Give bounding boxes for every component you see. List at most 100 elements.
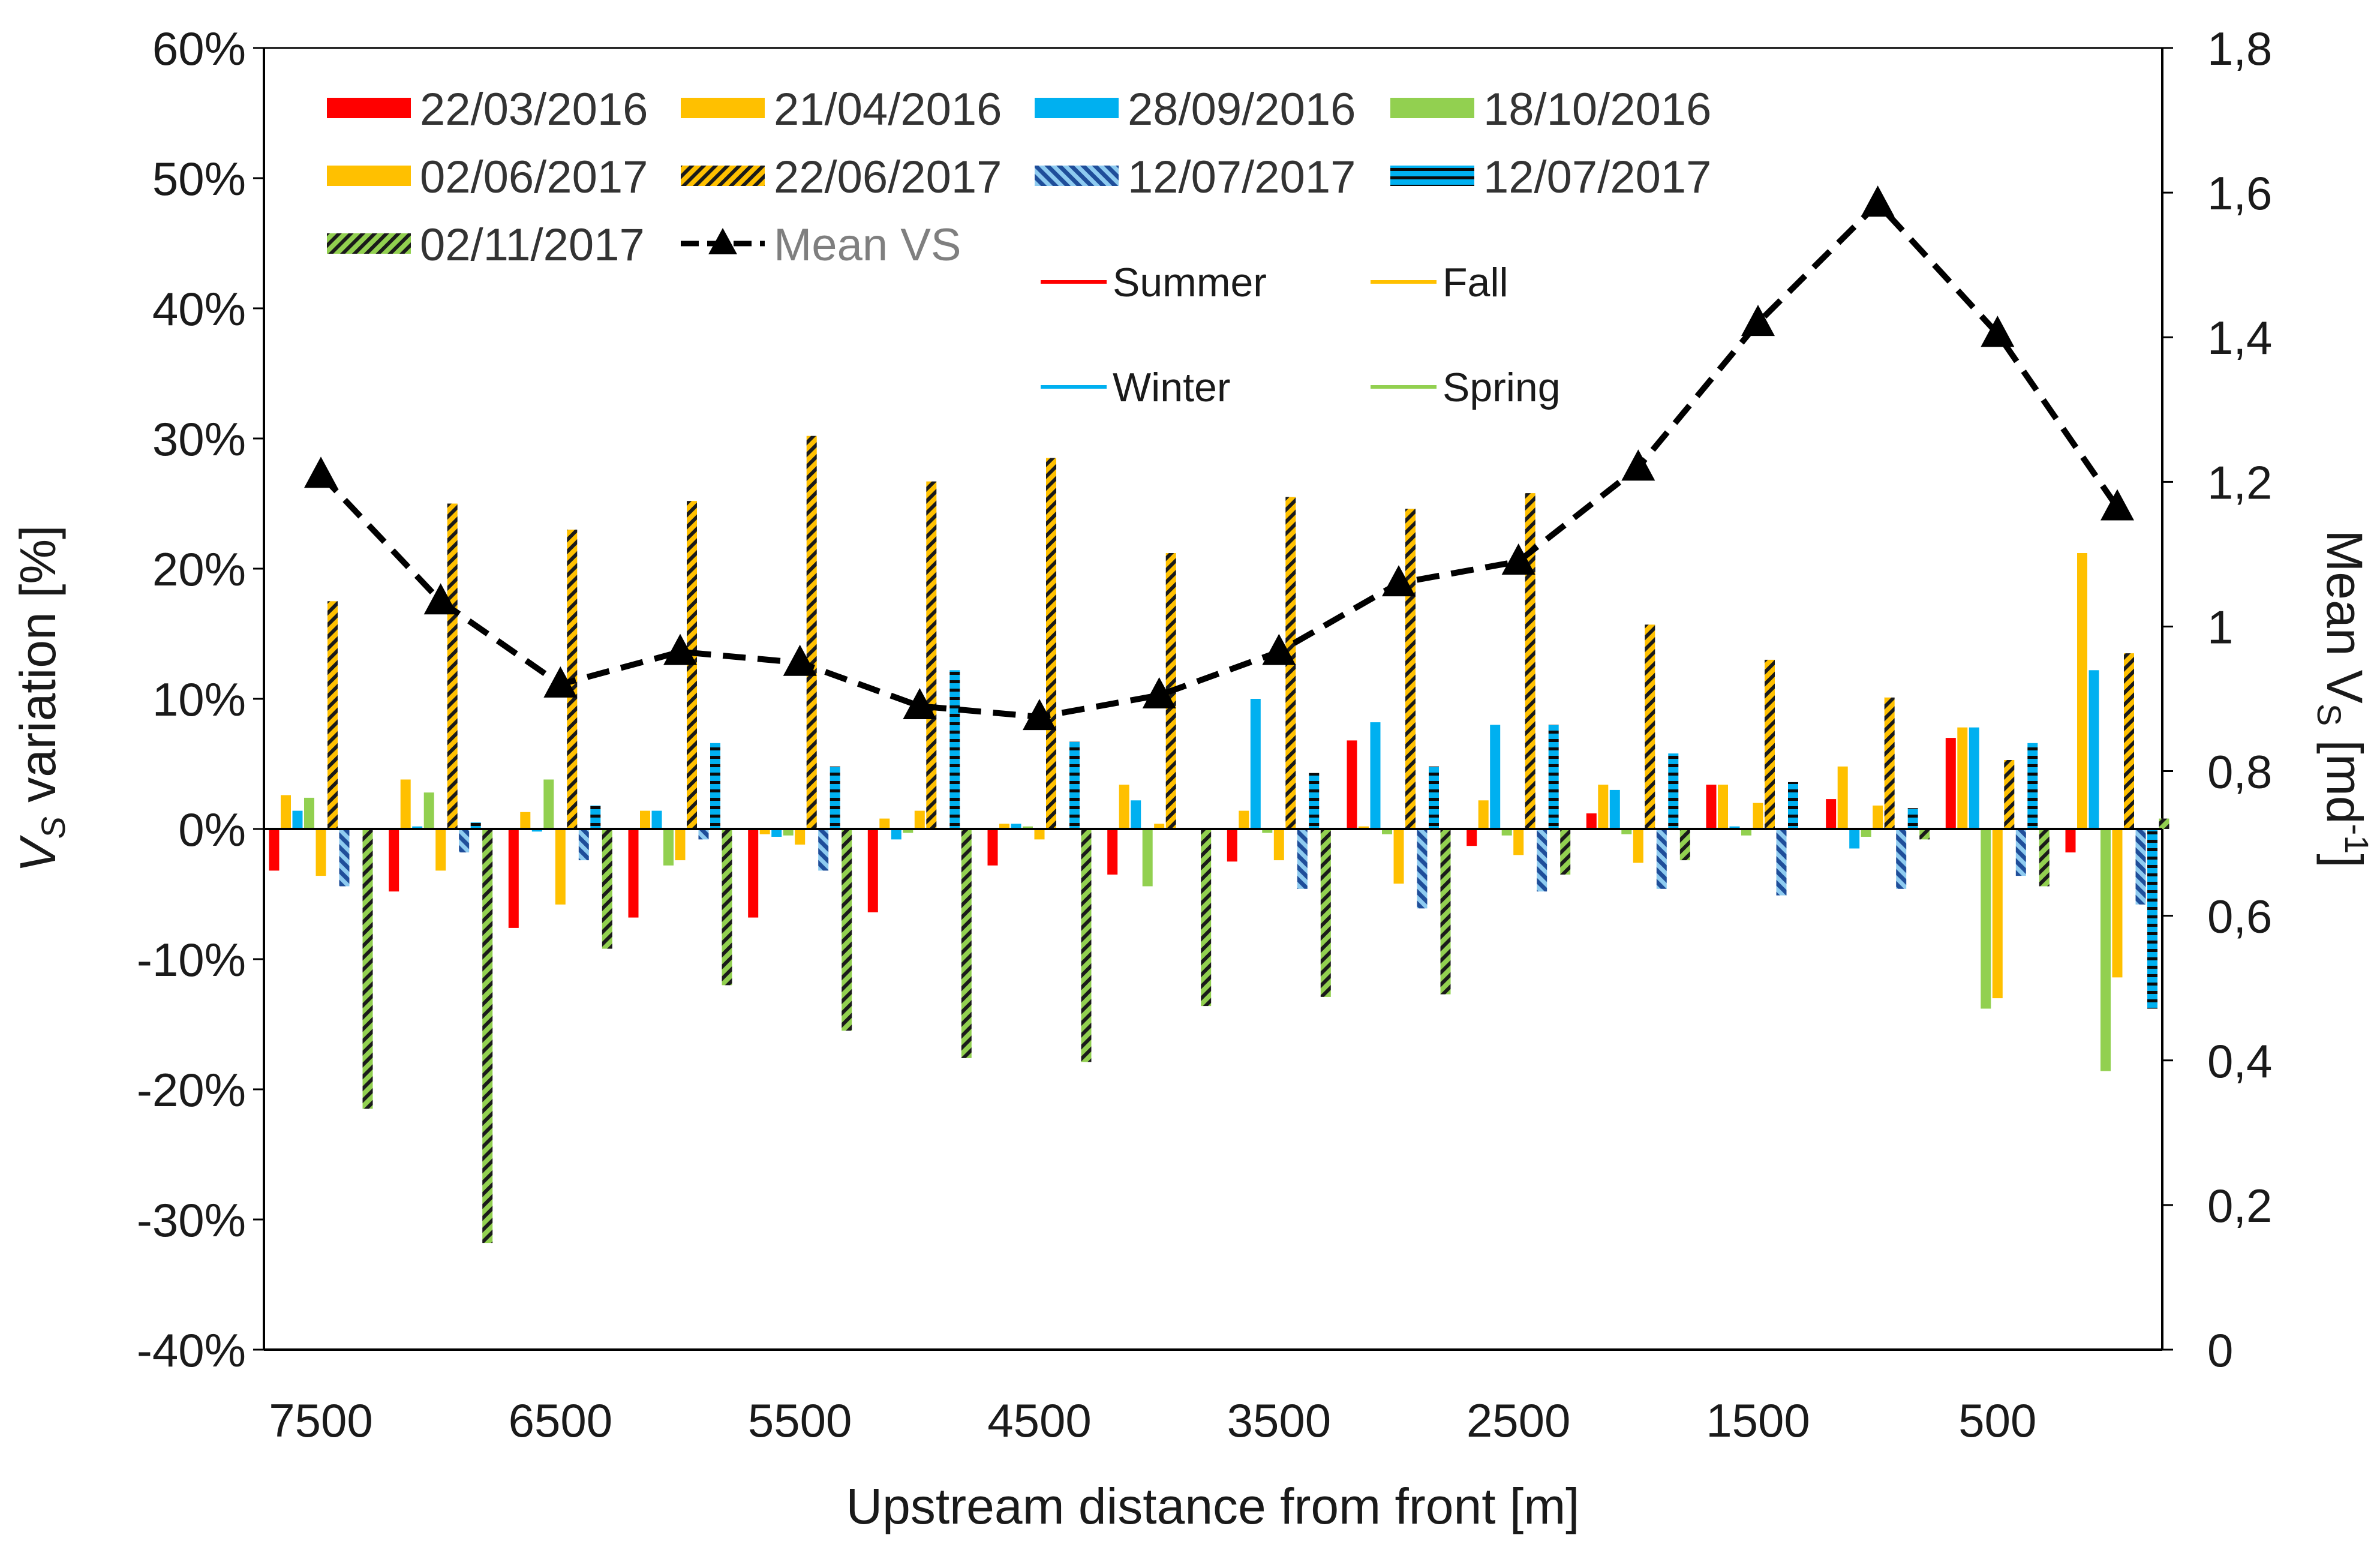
bar-02-11-2017-0 [2159,818,2169,829]
mean-vs-marker [1741,305,1775,337]
bar-02-11-2017-7500 [362,829,373,1109]
mean-vs-marker [903,688,937,720]
bar-02-11-2017-6500 [602,829,612,949]
bar-22-03-2016-4000 [1107,829,1118,875]
mean-vs-marker [1981,316,2015,347]
legend-label: Mean VS [774,220,961,271]
bar-21-04-2016-6500 [520,812,531,829]
x-tick-label: 4500 [987,1394,1092,1447]
legend-label: 22/06/2017 [774,152,1002,203]
bar-18-10-2016-500 [1981,829,1991,1009]
bar-12-07-2017-1000 [1907,808,1918,829]
left-tick-label: -10% [137,933,246,986]
bar-22-06-2017-7000 [447,503,458,829]
bar-22-06-2017-0 [2124,653,2134,829]
bar-22-06-2017-5000 [926,481,937,829]
bar-12-07-2017-0 [2147,829,2157,1009]
left-tick-label: 10% [152,673,246,726]
right-axis-ticks: 1,8 1,6 1,4 1,2 1 0,8 0,6 0,4 0,2 0 [2162,22,2272,1377]
mean-vs-marker [1621,449,1655,481]
bar-18-10-2016-2500 [1501,829,1512,836]
mean-vs-marker [423,583,458,615]
x-tick-label: 6500 [509,1394,613,1447]
right-tick-label: 1,2 [2207,456,2272,509]
legend-swatch [681,166,765,186]
x-axis-label: Upstream distance from front [m] [846,1478,1579,1534]
bar-21-04-2016-5500 [759,829,770,834]
bar-21-04-2016-6000 [640,810,650,829]
bar-28-09-2016-7000 [412,826,423,829]
bar-22-06-2017-3000 [1405,509,1416,829]
bar-22-06-2017-500 [2004,760,2015,829]
bar-12-07-2017-3000 [1429,766,1439,829]
bar-18-10-2016-5000 [903,829,913,833]
bar-12-07-2017-5500 [830,766,840,829]
bar-02-06-2017-3000 [1393,829,1404,884]
bar-22-03-2016-7000 [389,829,399,892]
bar-28-09-2016-5000 [891,829,901,840]
bar-18-10-2016-6000 [663,829,674,866]
x-tick-label: 7500 [269,1394,373,1447]
bar-18-10-2016-0 [2100,829,2111,1071]
bar-21-04-2016-7500 [281,795,291,829]
bar-22-03-2016-3000 [1347,740,1357,829]
legend-swatch [1390,98,1474,118]
left-axis-label: VS variation [%] [10,525,72,873]
bar-28-09-2016-3500 [1250,699,1261,829]
right-tick-label: 1 [2207,600,2233,653]
mean-vs-marker [1262,633,1296,665]
legend-swatch [327,98,411,118]
right-tick-label: 0,8 [2207,746,2272,798]
bar-12-07-2017-2000 [1656,829,1667,889]
mean-vs-marker [1382,565,1416,597]
bar-02-11-2017-4500 [1081,829,1092,1062]
bar-02-06-2017-3500 [1273,829,1284,861]
bar-22-03-2016-500 [1945,738,1956,829]
right-axis-label-sup: -1 [2338,824,2376,854]
bar-18-10-2016-1000 [1861,829,1871,837]
bar-22-03-2016-6500 [508,829,519,928]
bar-21-04-2016-4000 [1119,785,1129,829]
right-axis-label-rest: [md [2316,726,2373,824]
x-tick-label: 3500 [1227,1394,1332,1447]
bar-02-11-2017-1000 [1919,829,1930,840]
legend-label: 12/07/2017 [1128,152,1356,203]
bar-02-11-2017-4000 [1201,829,1212,1007]
bar-12-07-2017-500 [2015,829,2026,876]
bar-12-07-2017-0 [2135,829,2146,905]
bar-18-10-2016-3000 [1382,829,1392,834]
bar-22-06-2017-7500 [327,601,338,830]
bar-28-09-2016-6000 [651,810,662,829]
bar-18-10-2016-5500 [783,829,794,836]
legend-triangle-icon [708,228,737,254]
bar-02-06-2017-500 [1992,829,2003,999]
mean-vs-line-group [304,185,2134,731]
bar-22-03-2016-5500 [748,829,759,918]
legend-label: 02/06/2017 [420,152,648,203]
bar-18-10-2016-4500 [1023,826,1033,829]
bar-02-11-2017-3500 [1320,829,1331,997]
bar-12-07-2017-6500 [590,805,601,829]
bar-21-04-2016-2500 [1478,800,1489,829]
legend-swatch [1035,98,1119,118]
bar-12-07-2017-1000 [1896,829,1907,889]
bar-28-09-2016-5500 [771,829,782,837]
legend-swatch [681,98,765,118]
bar-22-03-2016-5000 [867,829,878,912]
bar-12-07-2017-6000 [698,829,709,840]
legend-swatch [327,233,411,254]
bar-12-07-2017-7000 [459,829,470,853]
bar-18-10-2016-7000 [423,792,434,829]
right-axis-label-sub: S [2310,704,2348,726]
legend-label: 18/10/2016 [1483,84,1711,135]
mean-vs-marker [663,633,697,665]
bar-02-06-2017-4500 [1034,829,1045,840]
bar-28-09-2016-500 [1969,727,1979,829]
bar-28-09-2016-6500 [531,829,542,832]
bar-22-03-2016-2500 [1467,829,1477,846]
bar-12-07-2017-6000 [710,743,720,829]
bar-21-04-2016-3500 [1239,810,1249,829]
bar-02-06-2017-6000 [675,829,686,861]
legend-swatch [1035,166,1119,186]
bar-18-10-2016-7500 [304,797,314,829]
